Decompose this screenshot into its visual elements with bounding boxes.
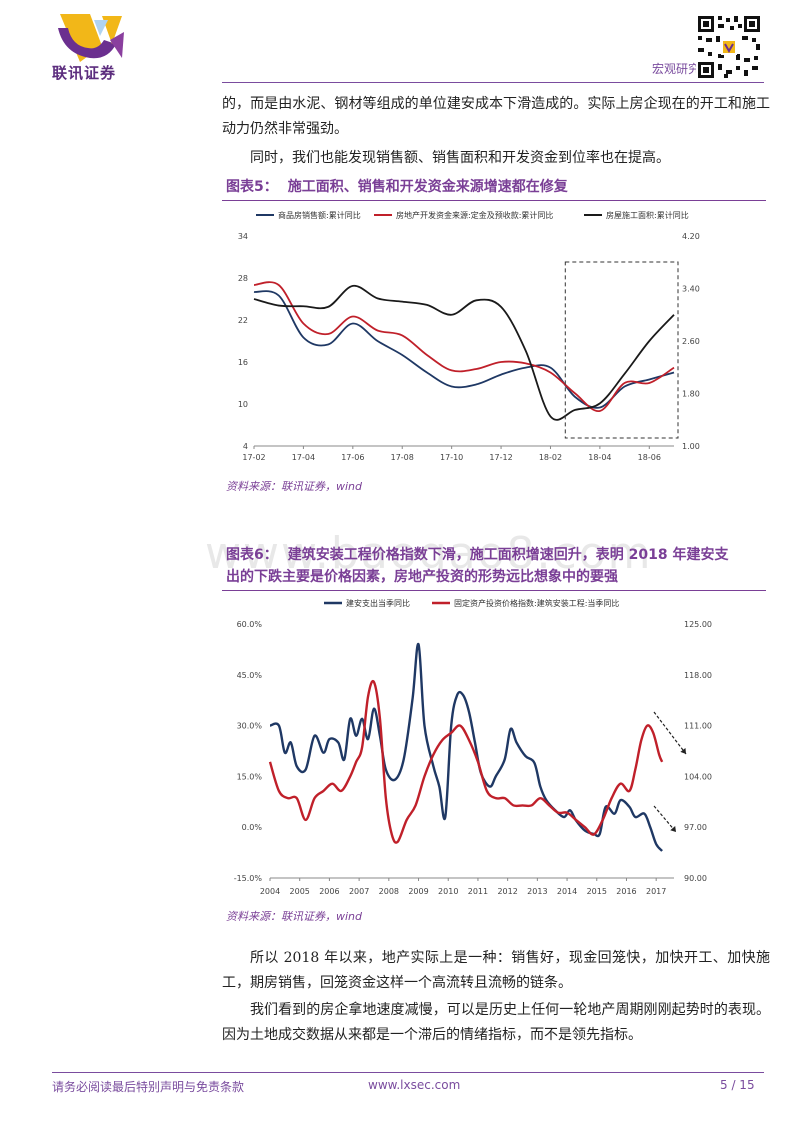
y-right-tick-125.00: 125.00: [684, 620, 712, 629]
footer-website-link[interactable]: www.lxsec.com: [368, 1078, 461, 1092]
series-line-1: [253, 290, 675, 409]
footer-page-number: 5 / 15: [720, 1078, 755, 1092]
watermark: www.baogao8.com: [205, 528, 653, 579]
x-tick-17-02: 17-02: [242, 453, 265, 462]
lianxun-logo: [58, 14, 124, 62]
y-left-tick-4: 4: [243, 442, 248, 451]
x-tick-2013: 2013: [527, 887, 547, 896]
x-tick-17-04: 17-04: [292, 453, 315, 462]
highlight-box: [564, 261, 679, 439]
y-left-tick-45.0%: 45.0%: [237, 671, 263, 680]
figure6-title-line1: 建筑安装工程价格指数下滑，施工面积增速回升，表明 2018 年建安支: [287, 547, 729, 563]
figure6-source: 资料来源：联讯证券，wind: [226, 910, 363, 923]
y-left-tick-34: 34: [238, 232, 248, 241]
qr-code-icon: [696, 14, 762, 80]
y-left-tick-10: 10: [238, 400, 248, 409]
x-tick-2012: 2012: [497, 887, 517, 896]
y-right-tick-97.00: 97.00: [684, 823, 707, 832]
x-tick-18-04: 18-04: [588, 453, 611, 462]
x-tick-2010: 2010: [438, 887, 458, 896]
series-line-2: [253, 281, 675, 412]
figure5-title: 图表5： 施工面积、销售和开发资金来源增速都在修复: [226, 176, 568, 198]
y-right-tick-104.00: 104.00: [684, 772, 712, 781]
y-left-tick-30.0%: 30.0%: [237, 722, 263, 731]
figure6-chart: 建安支出当季同比 固定资产投资价格指数:建筑安装工程:当季同比 -15.0% 0.0%…: [234, 598, 712, 896]
trend-arrow-lower-shaft: [653, 805, 677, 833]
y-right-tick-4.20: 4.20: [682, 232, 700, 241]
figure5-source: 资料来源：联讯证券，wind: [226, 480, 363, 493]
footer-disclaimer[interactable]: 请务必阅读最后特别声明与免责条款: [52, 1080, 245, 1094]
legend-label-2: 固定资产投资价格指数:建筑安装工程:当季同比: [454, 598, 619, 608]
footer-divider: [52, 1072, 764, 1073]
page-header: 联讯证券 宏观研究: [0, 0, 800, 90]
series-line-1: [269, 643, 664, 852]
y-left-tick-15.0%: 15.0%: [237, 772, 263, 781]
legend-label-1: 建安支出当季同比: [346, 598, 410, 608]
y-left-tick-16: 16: [238, 358, 248, 367]
x-tick-17-06: 17-06: [341, 453, 364, 462]
x-tick-2011: 2011: [468, 887, 488, 896]
y-right-tick-118.00: 118.00: [684, 671, 712, 680]
x-tick-2009: 2009: [408, 887, 428, 896]
figure6-label: 图表6：: [226, 547, 278, 563]
x-tick-2014: 2014: [557, 887, 577, 896]
paragraph-3: 所以 2018 年以来，地产实际上是一种：销售好，现金回笼快，加快开工、加快施工…: [222, 950, 770, 991]
y-left-tick--15.0%: -15.0%: [234, 874, 263, 883]
y-left-tick-22: 22: [238, 316, 248, 325]
x-tick-2017: 2017: [646, 887, 666, 896]
logo-text: 联讯证券: [52, 64, 117, 82]
x-tick-2008: 2008: [379, 887, 399, 896]
figure6-title: 图表6： 建筑安装工程价格指数下滑，施工面积增速回升，表明 2018 年建安支 出…: [226, 544, 728, 588]
figure5-title-text: 施工面积、销售和开发资金来源增速都在修复: [287, 179, 568, 195]
trend-arrow-upper-head: [680, 748, 686, 754]
x-tick-2005: 2005: [290, 887, 310, 896]
x-tick-2007: 2007: [349, 887, 369, 896]
figure5-rule: [222, 200, 766, 201]
paragraph-1: 的，而是由水泥、钢材等组成的单位建安成本下滑造成的。实际上房企现在的开工和施工动…: [222, 96, 770, 137]
figure5-chart: 商品房销售额:累计同比 房地产开发资金来源:定金及预收款:累计同比 房屋施工面积:累…: [238, 210, 700, 462]
x-tick-2016: 2016: [616, 887, 636, 896]
y-left-tick-28: 28: [238, 274, 248, 283]
y-right-tick-1.00: 1.00: [682, 442, 700, 451]
y-left-tick-0.0%: 0.0%: [242, 823, 263, 832]
figure5-label: 图表5：: [226, 179, 278, 195]
x-tick-18-06: 18-06: [638, 453, 661, 462]
y-right-tick-2.60: 2.60: [682, 337, 700, 346]
x-tick-2006: 2006: [319, 887, 339, 896]
figure6-rule: [222, 590, 766, 591]
figure6-title-line2: 出的下跌主要是价格因素，房地产投资的形势远比想象中的要强: [226, 569, 618, 585]
series-line-2: [268, 679, 664, 844]
paragraph-2: 同时，我们也能发现销售额、销售面积和开发资金到位率也在提高。: [250, 150, 670, 166]
y-right-tick-3.40: 3.40: [682, 285, 700, 294]
legend-label-3: 房屋施工面积:累计同比: [606, 210, 689, 220]
trend-arrow-upper-shaft: [653, 711, 687, 755]
series-line-3: [253, 284, 675, 421]
x-tick-17-12: 17-12: [489, 453, 512, 462]
trend-arrow-lower-head: [670, 826, 676, 832]
x-tick-2004: 2004: [260, 887, 280, 896]
y-right-tick-111.00: 111.00: [684, 722, 712, 731]
x-tick-2015: 2015: [587, 887, 607, 896]
x-tick-18-02: 18-02: [539, 453, 562, 462]
legend-label-1: 商品房销售额:累计同比: [278, 210, 361, 220]
paragraph-4: 我们看到的房企拿地速度减慢，可以是历史上任何一轮地产周期刚刚起势时的表现。因为土…: [222, 1002, 770, 1043]
legend-label-2: 房地产开发资金来源:定金及预收款:累计同比: [396, 210, 553, 220]
section-label: 宏观研究: [651, 62, 700, 76]
y-right-tick-1.80: 1.80: [682, 390, 700, 399]
x-tick-17-10: 17-10: [440, 453, 463, 462]
y-right-tick-90.00: 90.00: [684, 874, 707, 883]
y-left-tick-60.0%: 60.0%: [237, 620, 263, 629]
header-divider: [222, 82, 764, 83]
x-tick-17-08: 17-08: [391, 453, 414, 462]
